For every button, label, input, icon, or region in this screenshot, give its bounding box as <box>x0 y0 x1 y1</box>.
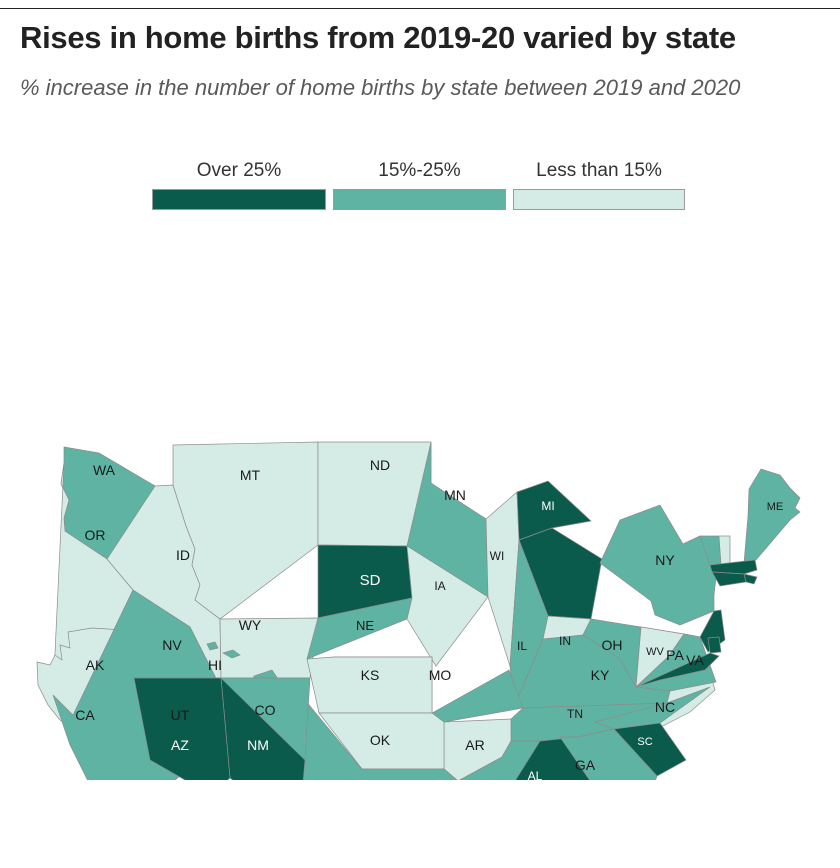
svg-text:CA: CA <box>75 707 95 723</box>
svg-text:MO: MO <box>429 667 452 683</box>
svg-text:AR: AR <box>465 737 484 753</box>
svg-text:AZ: AZ <box>171 737 189 753</box>
svg-text:OR: OR <box>85 527 106 543</box>
svg-text:NE: NE <box>356 618 374 633</box>
svg-text:KY: KY <box>591 667 610 683</box>
svg-text:MN: MN <box>444 487 466 503</box>
svg-text:OH: OH <box>602 637 623 653</box>
svg-text:UT: UT <box>171 707 190 723</box>
svg-text:NV: NV <box>162 637 182 653</box>
svg-text:MI: MI <box>541 499 554 513</box>
svg-text:HI: HI <box>208 657 222 673</box>
svg-text:AL: AL <box>528 769 543 780</box>
svg-text:CO: CO <box>255 702 276 718</box>
svg-text:SC: SC <box>637 736 652 748</box>
svg-text:WY: WY <box>239 617 262 633</box>
svg-text:GA: GA <box>575 757 596 773</box>
svg-text:AK: AK <box>86 657 105 673</box>
svg-text:WI: WI <box>490 549 505 563</box>
svg-text:PA: PA <box>666 647 684 663</box>
svg-text:ND: ND <box>370 457 390 473</box>
svg-text:SD: SD <box>360 572 381 589</box>
svg-text:IL: IL <box>517 639 527 653</box>
svg-text:VA: VA <box>686 652 704 668</box>
svg-text:IN: IN <box>559 634 571 648</box>
svg-text:OK: OK <box>370 732 391 748</box>
svg-text:ME: ME <box>767 501 784 513</box>
svg-text:IA: IA <box>434 579 445 593</box>
svg-text:NM: NM <box>247 737 269 753</box>
svg-text:MT: MT <box>240 467 261 483</box>
svg-text:NY: NY <box>655 552 675 568</box>
svg-text:ID: ID <box>176 547 190 563</box>
svg-text:WV: WV <box>646 646 664 658</box>
svg-text:KS: KS <box>361 667 380 683</box>
svg-text:NC: NC <box>655 699 675 715</box>
svg-text:TN: TN <box>567 707 583 721</box>
svg-text:WA: WA <box>93 462 116 478</box>
